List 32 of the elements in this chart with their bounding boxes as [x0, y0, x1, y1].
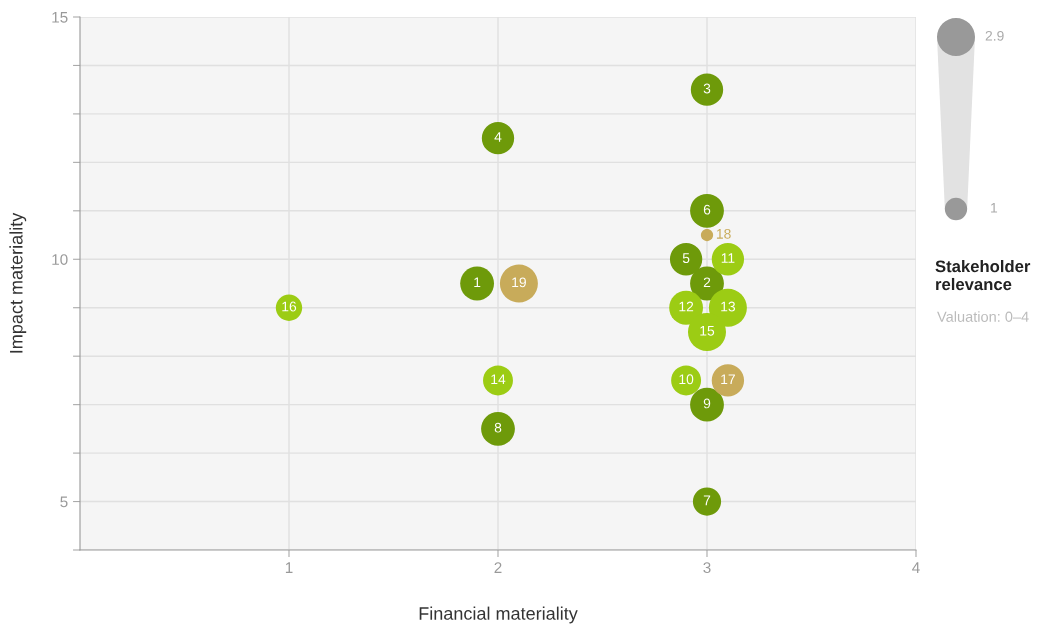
legend-label: 1	[991, 203, 998, 213]
x-tick-label: 1	[285, 562, 293, 573]
annotation: 17	[721, 374, 735, 384]
legend-label: 2.9	[985, 30, 1004, 41]
annotation: 9	[703, 398, 711, 409]
annotation: 19	[512, 277, 526, 288]
text: Valuation: 0–4	[937, 311, 1029, 322]
y-tick-label: 15	[52, 12, 68, 23]
annotation: 7	[703, 495, 711, 506]
annotation: 6	[703, 204, 711, 215]
x-axis-title: Financial materiality	[419, 606, 578, 624]
annotation: 3	[703, 83, 711, 94]
y-tick-label: 10	[52, 254, 68, 265]
annotation: 2	[703, 277, 711, 288]
y-tick-label: 5	[60, 496, 68, 508]
x-tick-label: 2	[494, 562, 502, 573]
y-axis-title: Impact materiality	[9, 212, 27, 353]
annotation: 12	[679, 301, 694, 312]
annotation: 1	[474, 277, 481, 288]
annotation: 11	[721, 253, 735, 263]
annotation: 15	[700, 325, 715, 336]
annotation: 8	[494, 422, 502, 433]
annotation: 14	[491, 374, 506, 384]
annotation: 18	[716, 228, 731, 239]
annotation: 10	[679, 374, 694, 385]
legend-title: Stakeholder relevance	[935, 260, 1031, 291]
annotation: 13	[721, 301, 736, 312]
annotation: 4	[494, 132, 502, 142]
x-tick-label: 4	[912, 562, 920, 573]
x-tick-label: 3	[703, 562, 711, 574]
annotation: 16	[282, 301, 297, 312]
annotation: 5	[682, 253, 690, 263]
